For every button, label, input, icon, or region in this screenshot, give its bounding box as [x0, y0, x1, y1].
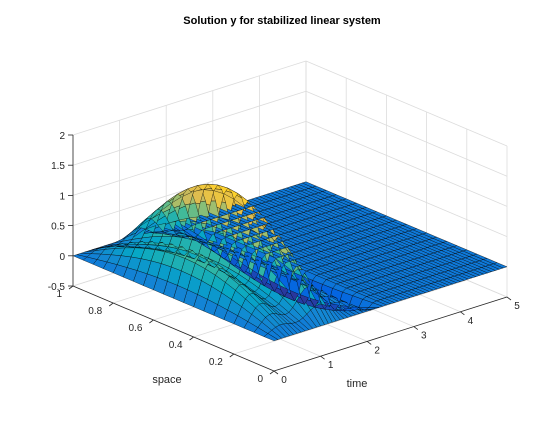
x-tick-label: 5	[514, 301, 520, 312]
side-grid-value	[305, 151, 508, 237]
z-tick-label: 2	[59, 131, 65, 142]
y-tick-mark	[229, 353, 235, 358]
y-axis-line	[72, 285, 275, 372]
surface-layer	[72, 181, 508, 341]
x-tick-label: 3	[421, 331, 427, 342]
y-axis-label: space	[152, 374, 181, 386]
z-tick-label: 1.5	[51, 161, 65, 172]
side-grid-value	[305, 90, 508, 177]
side-grid-value	[305, 60, 508, 147]
y-tick-mark	[149, 319, 154, 324]
y-tick-mark	[189, 336, 194, 341]
back-grid-value	[72, 121, 307, 196]
z-tick-label: 0.5	[51, 222, 65, 233]
x-tick-label: 2	[374, 345, 380, 356]
floor-grid-space	[233, 279, 467, 355]
x-tick-mark	[273, 370, 279, 375]
y-tick-label: 0	[257, 374, 263, 385]
x-tick-mark	[460, 311, 465, 316]
back-grid-value	[72, 60, 307, 136]
y-tick-mark	[269, 370, 275, 375]
y-tick-mark	[108, 302, 114, 307]
x-tick-mark	[506, 296, 512, 301]
y-tick-label: 0.8	[88, 306, 102, 317]
y-tick-mark	[68, 285, 74, 290]
x-tick-mark	[366, 341, 372, 345]
x-tick-label: 0	[281, 375, 287, 386]
y-tick-label: 0.6	[128, 323, 142, 334]
x-tick-mark	[320, 355, 325, 360]
y-tick-label: 0.2	[209, 357, 223, 368]
back-grid-value	[72, 90, 307, 166]
z-tick-label: 0	[59, 252, 65, 263]
x-tick-mark	[413, 326, 419, 330]
side-grid-value	[305, 121, 508, 207]
x-axis-label: time	[347, 378, 368, 390]
x-tick-label: 4	[468, 316, 474, 327]
y-tick-label: 1	[56, 289, 62, 300]
z-tick-label: -0.5	[48, 282, 66, 293]
z-tick-label: 1	[59, 191, 65, 202]
x-tick-label: 1	[328, 360, 334, 371]
label-layer: Solution y for stabilized linear system …	[152, 15, 381, 390]
y-tick-label: 0.4	[169, 340, 183, 351]
x-axis-line	[273, 296, 508, 372]
chart-title: Solution y for stabilized linear system	[183, 15, 381, 27]
surface-patch	[72, 254, 88, 261]
